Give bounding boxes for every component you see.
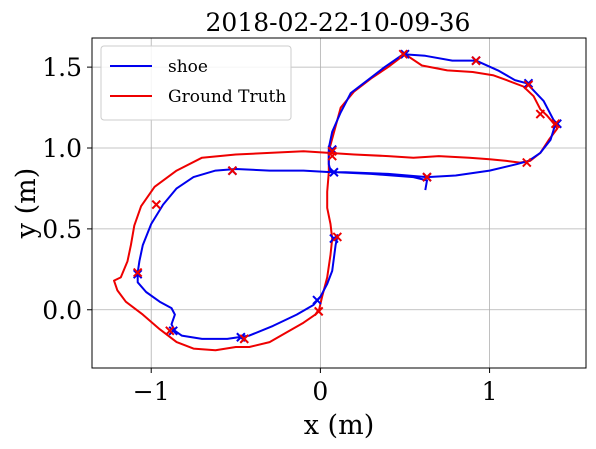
marker-ground-truth <box>332 232 343 242</box>
y-tick-label: 0.0 <box>42 296 82 325</box>
marker-ground-truth <box>522 157 532 168</box>
x-tick-label: 0 <box>312 377 328 406</box>
marker-ground-truth <box>550 119 561 129</box>
y-tick-label: 1.5 <box>42 53 82 82</box>
legend-box <box>100 45 292 121</box>
series-line-shoe <box>136 53 557 340</box>
marker-ground-truth <box>151 199 161 210</box>
legend-label-shoe: shoe <box>168 57 208 77</box>
marker-shoe <box>329 167 339 177</box>
y-axis-ticks: 0.0 0.5 1.0 1.5 <box>42 53 92 325</box>
series-layer <box>113 53 559 352</box>
marker-shoe <box>168 326 178 336</box>
marker-shoe <box>400 49 410 59</box>
plot-frame <box>91 37 587 369</box>
legend-label-ground-truth: Ground Truth <box>168 87 286 107</box>
legend: shoe Ground Truth <box>100 45 292 121</box>
marker-ground-truth <box>398 49 408 59</box>
x-tick-label: −1 <box>133 377 170 406</box>
y-tick-label: 0.5 <box>42 215 82 244</box>
y-axis-label: y (m) <box>11 168 42 240</box>
marker-ground-truth <box>422 172 432 182</box>
marker-ground-truth <box>165 326 175 336</box>
marker-shoe <box>523 78 534 89</box>
x-tick-label: 1 <box>482 377 498 406</box>
marker-ground-truth <box>471 55 481 66</box>
marker-shoe <box>312 295 322 305</box>
chart-title: 2018-02-22-10-09-36 <box>206 8 471 37</box>
marker-ground-truth <box>239 334 249 344</box>
marker-shoe <box>552 119 562 129</box>
marker-layer <box>132 49 562 344</box>
marker-ground-truth <box>227 165 238 176</box>
marker-ground-truth <box>535 109 546 119</box>
x-axis-label: x (m) <box>304 410 374 441</box>
marker-shoe <box>132 269 143 279</box>
marker-ground-truth <box>132 267 143 278</box>
marker-ground-truth <box>313 306 324 317</box>
marker-ground-truth <box>327 151 337 161</box>
marker-ground-truth <box>523 80 534 90</box>
y-tick-label: 1.0 <box>42 134 82 163</box>
x-axis-ticks: −1 0 1 <box>133 368 498 406</box>
